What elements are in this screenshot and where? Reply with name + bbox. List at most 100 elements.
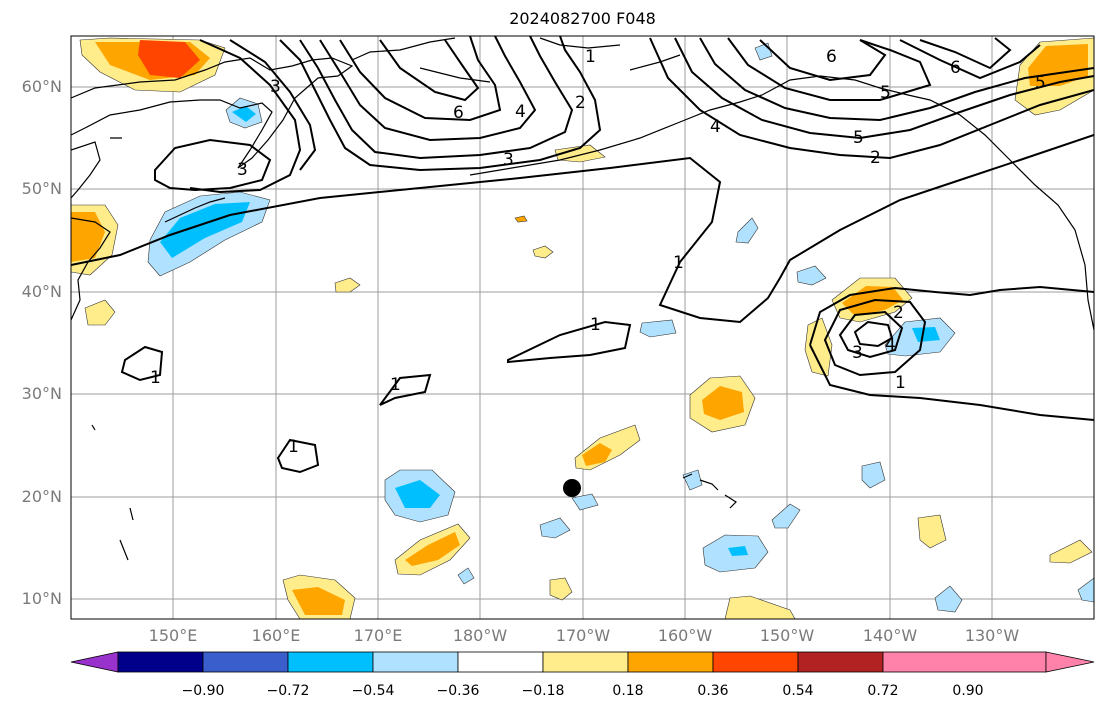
lat-label: 20°N	[21, 487, 62, 506]
lon-label: 170°E	[353, 626, 403, 645]
contour-label-layer: 1 1 1 1 1 1 1 2 2 2 3 3 3 3 4 4 4 5 5 5 …	[150, 47, 1046, 457]
lat-label: 10°N	[21, 589, 62, 608]
colorbar-extend-min	[70, 651, 119, 673]
lon-label: 150°E	[148, 626, 198, 645]
contour-1-loop-c	[120, 345, 164, 382]
gridlines	[71, 36, 1094, 619]
contour-jet-3	[319, 36, 537, 142]
contour-1-jp	[154, 138, 272, 192]
colorbar-tick-label: 0.72	[867, 683, 899, 699]
contour-2-northwest	[189, 39, 302, 194]
colorbar-swatch	[712, 651, 799, 673]
location-marker	[563, 479, 581, 497]
contour-ne-2	[649, 37, 1094, 160]
contour-ne-5b	[899, 39, 1041, 80]
colorbar-swatch	[287, 651, 374, 673]
coast-okhotsk	[71, 141, 101, 199]
contour-label: 1	[673, 253, 684, 273]
lon-label: 150°W	[759, 626, 815, 645]
lon-label: 130°W	[964, 626, 1020, 645]
colorbar-swatch	[117, 651, 204, 673]
contour-3-east	[838, 310, 904, 359]
contour-label: 2	[893, 303, 904, 323]
contour-label: 6	[950, 58, 961, 78]
contour-jet-5	[379, 39, 480, 102]
lat-label: 60°N	[21, 77, 62, 96]
contour-label: 6	[826, 47, 837, 67]
contour-label: 5	[1035, 73, 1046, 93]
contour-1-loop-b	[276, 438, 320, 474]
contour-label: 3	[237, 160, 248, 180]
colorbar-tick-label: 0.18	[612, 683, 644, 699]
contour-ne-6b	[919, 37, 1012, 70]
lon-label: 170°W	[555, 626, 611, 645]
contour-label: 4	[515, 102, 526, 122]
colorbar-swatch	[797, 651, 884, 673]
contour-jet-2	[299, 36, 574, 160]
contour-1-loop-a	[379, 373, 432, 406]
contour-label: 3	[270, 77, 281, 97]
coast-kurils	[164, 197, 226, 223]
contour-label: 4	[710, 117, 721, 137]
contour-ne-4	[699, 37, 1094, 122]
contour-label: 1	[150, 368, 161, 388]
colorbar-tick-label: 0.54	[782, 683, 814, 699]
coast-hawaii	[682, 473, 737, 509]
contour-label: 1	[590, 315, 601, 335]
colorbar-swatch	[372, 651, 459, 673]
lon-label: 160°W	[657, 626, 713, 645]
contour-label: 2	[575, 93, 586, 113]
contour-label: 1	[288, 437, 299, 457]
contour-label: 5	[880, 83, 891, 103]
contour-label: 2	[870, 148, 881, 168]
plot-frame	[70, 35, 1095, 620]
coast-kamchatka	[71, 57, 354, 169]
colorbar-swatch	[882, 651, 1047, 673]
colorbar-swatch	[202, 651, 289, 673]
contour-label: 4	[885, 335, 896, 355]
lat-label: 30°N	[21, 384, 62, 403]
contour-jet-4	[339, 36, 502, 122]
coast-japan	[71, 217, 111, 321]
contour-4-east	[853, 320, 894, 348]
colorbar-tick-label: 0.36	[697, 683, 729, 699]
contour-label: 3	[503, 150, 514, 170]
colorbar-swatch	[627, 651, 714, 673]
contour-ne-6	[759, 39, 887, 82]
colorbar-tick-label: −0.72	[266, 683, 310, 699]
colorbar-tick-label: −0.36	[436, 683, 480, 699]
contour-3-northwest	[229, 39, 317, 171]
coast-alaska-peninsula	[351, 37, 1094, 331]
contour-1-east	[809, 285, 1094, 421]
colorbar	[70, 651, 1095, 673]
contour-label: 1	[390, 375, 401, 395]
colorbar-tick-label: 0.90	[952, 683, 984, 699]
contour-label: 3	[852, 343, 863, 363]
colorbar-tick-label: −0.90	[181, 683, 225, 699]
colorbar-swatch	[542, 651, 629, 673]
map-title: 2024082700 F048	[509, 9, 656, 28]
colorbar-tick-label: −0.54	[351, 683, 395, 699]
contour-label: 5	[853, 128, 864, 148]
lat-label: 40°N	[21, 282, 62, 301]
shading-positive	[71, 37, 1094, 619]
contour-1-subtropical	[507, 320, 632, 364]
lon-label: 140°W	[862, 626, 918, 645]
contours	[71, 36, 1094, 474]
contour-label: 6	[453, 103, 464, 123]
lon-label: 160°E	[251, 626, 301, 645]
colorbar-swatch	[457, 651, 544, 673]
contour-label: 1	[895, 373, 906, 393]
coastlines	[71, 37, 1094, 561]
contour-label: 1	[585, 47, 596, 67]
contour-ne-5	[727, 37, 932, 101]
shading-negative	[147, 42, 1094, 613]
colorbar-tick-label: −0.18	[521, 683, 565, 699]
lat-label: 50°N	[21, 179, 62, 198]
contour-jet-1	[279, 36, 602, 172]
colorbar-extend-max	[1045, 651, 1095, 673]
contour-ne-3	[674, 37, 1094, 140]
contour-2-east	[823, 298, 927, 377]
contour-1-west	[71, 134, 1094, 324]
